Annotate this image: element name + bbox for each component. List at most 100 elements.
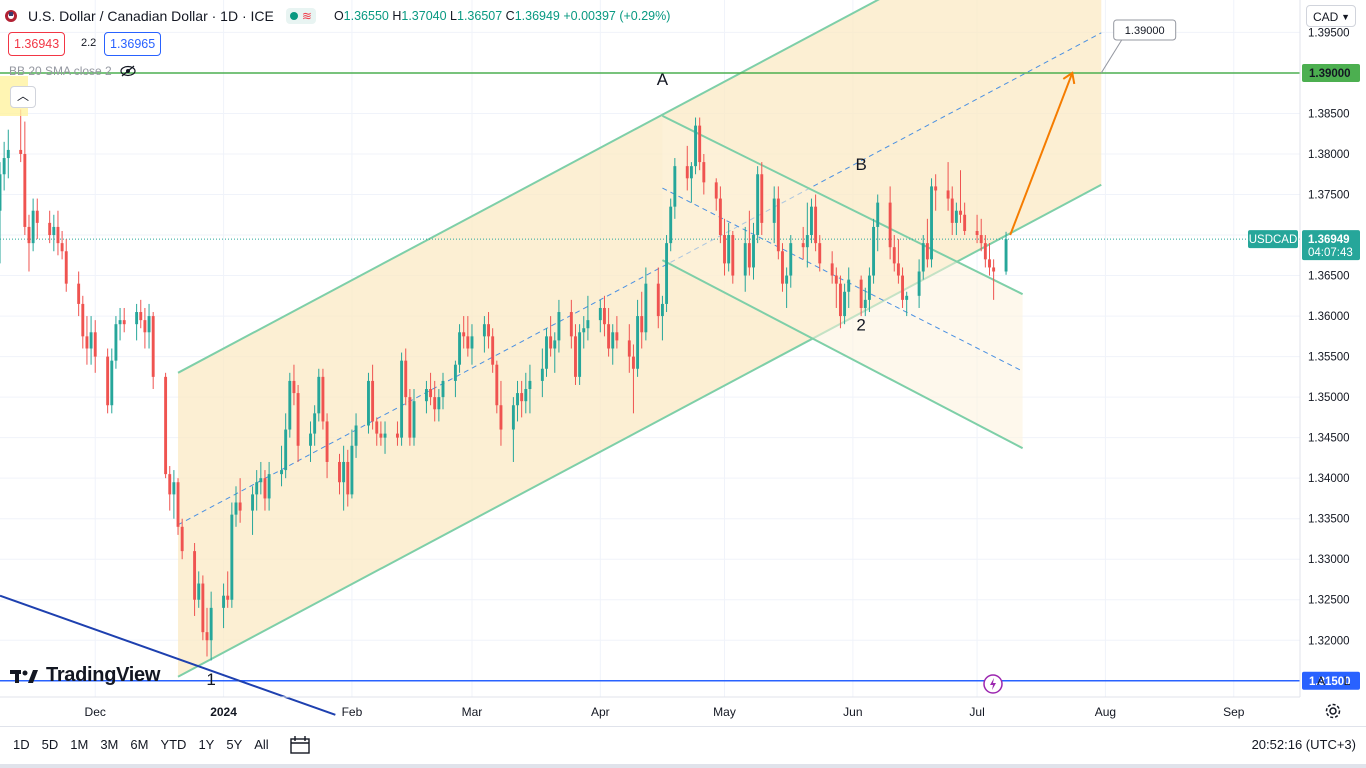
range-button-6m[interactable]: 6M — [130, 737, 149, 752]
candle-body — [48, 222, 52, 236]
candle — [168, 466, 172, 511]
candle-body — [209, 607, 213, 641]
sell-button[interactable]: 1.36943 — [8, 32, 66, 56]
candle-body — [805, 235, 809, 248]
projection-arrow — [1009, 72, 1074, 236]
range-button-all[interactable]: All — [254, 737, 269, 752]
candle-body — [6, 149, 10, 159]
candle — [685, 145, 689, 191]
candle — [598, 299, 602, 333]
candle-body — [118, 320, 122, 325]
candle — [859, 275, 863, 317]
candle-body — [930, 186, 933, 260]
price-tick: 1.36000 — [1308, 311, 1350, 323]
candle — [466, 316, 470, 357]
candle — [847, 267, 851, 308]
candle — [89, 316, 93, 365]
candle-body — [317, 376, 321, 414]
callout-box — [1113, 19, 1177, 41]
currency-select[interactable]: CAD ▼ — [1306, 5, 1356, 27]
price-tick: 1.32000 — [1308, 635, 1350, 647]
candle-body — [396, 433, 399, 438]
candle — [143, 307, 147, 349]
candle-body — [60, 243, 64, 252]
range-button-1y[interactable]: 1Y — [198, 737, 215, 752]
candle-body — [603, 307, 606, 325]
buy-button[interactable]: 1.36965 — [104, 32, 162, 56]
range-button-ytd[interactable]: YTD — [160, 737, 187, 752]
candle-body — [284, 429, 288, 471]
chevron-up-icon[interactable]: ︿ — [10, 86, 36, 108]
candle-body — [689, 166, 693, 179]
candle — [458, 324, 462, 373]
descending-channel-upper — [661, 115, 1024, 296]
descending-channel-median — [662, 187, 1023, 372]
candle-body — [441, 380, 445, 398]
range-button-5d[interactable]: 5D — [41, 737, 59, 752]
candle-body — [673, 166, 677, 207]
candle — [673, 158, 677, 219]
candle — [876, 194, 880, 252]
candle — [528, 364, 532, 414]
candle — [921, 235, 925, 280]
candle — [35, 198, 39, 240]
candle — [714, 178, 718, 211]
range-button-1d[interactable]: 1D — [13, 737, 30, 752]
range-button-1m[interactable]: 1M — [70, 737, 89, 752]
candle-body — [201, 583, 205, 633]
tradingview-logo[interactable]: TradingView — [10, 664, 160, 687]
candle-body — [859, 279, 863, 308]
series-name-tag: USDCAD — [1249, 234, 1298, 246]
candle — [669, 198, 673, 252]
candle — [983, 235, 987, 268]
calendar-icon[interactable] — [290, 736, 310, 754]
candle-body — [772, 198, 776, 223]
eye-crossed-icon[interactable] — [120, 65, 136, 77]
candle-body — [147, 316, 151, 333]
candle — [222, 583, 226, 629]
candle-body — [499, 405, 503, 430]
market-status[interactable]: ≋ — [285, 8, 316, 24]
price-tick: 1.35500 — [1308, 352, 1350, 364]
candle-body — [921, 243, 925, 272]
clock[interactable]: 20:52:16 (UTC+3) — [1251, 737, 1356, 752]
candle — [193, 543, 197, 616]
candle-body — [375, 421, 379, 434]
candle — [979, 218, 983, 252]
candle — [106, 348, 110, 414]
log-scale-button[interactable]: L — [1343, 674, 1351, 688]
series-name-tag-bg — [1248, 230, 1298, 249]
gear-icon[interactable] — [1324, 702, 1342, 720]
candle-body — [143, 320, 147, 333]
candle — [772, 186, 776, 244]
chevron-down-icon: ▼ — [1341, 12, 1350, 22]
candle — [516, 380, 519, 422]
lightning-event-icon[interactable] — [982, 673, 1004, 695]
candle-body — [367, 380, 370, 426]
candle-body — [516, 393, 519, 406]
candle — [292, 364, 296, 406]
candle — [863, 287, 867, 317]
candle — [321, 368, 325, 430]
indicator-legend[interactable]: BB 20 SMA close 2 — [9, 64, 136, 78]
candle-body — [685, 166, 689, 179]
auto-scale-button[interactable]: A — [1316, 674, 1325, 688]
candle — [52, 214, 56, 252]
range-button-5y[interactable]: 5Y — [226, 737, 243, 752]
candle — [6, 129, 10, 179]
candle — [491, 328, 495, 373]
candle — [81, 295, 85, 349]
range-button-3m[interactable]: 3M — [100, 737, 119, 752]
candle-body — [226, 595, 230, 600]
candle — [656, 267, 660, 329]
candle-body — [843, 291, 847, 317]
time-tick: Aug — [1095, 705, 1116, 719]
candle-body — [876, 202, 880, 227]
symbol-title[interactable]: U.S. Dollar / Canadian Dollar · 1D · ICE — [28, 8, 274, 24]
candle-body — [321, 376, 325, 422]
candle-body — [280, 470, 283, 475]
candle-body — [2, 158, 6, 175]
candle-body — [139, 312, 143, 321]
candle-body — [135, 312, 139, 325]
